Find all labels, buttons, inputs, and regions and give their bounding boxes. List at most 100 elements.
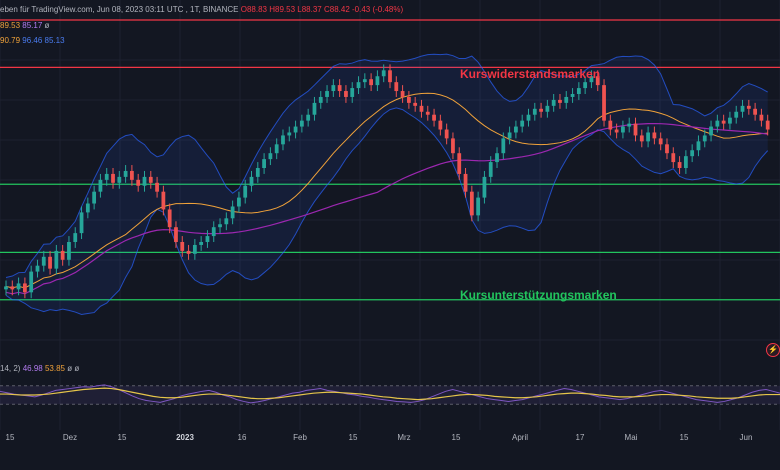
- candle-body: [104, 173, 109, 180]
- candle-body: [16, 283, 21, 290]
- candle-body: [652, 132, 657, 139]
- rsi-params: 14, 2): [0, 364, 21, 373]
- candle-body: [73, 233, 78, 242]
- candle-body: [10, 286, 15, 290]
- indicator-value: 90.79: [0, 36, 21, 45]
- candle-body: [356, 82, 361, 89]
- candle-body: [262, 159, 266, 168]
- candle-body: [388, 70, 392, 83]
- candle-body: [621, 126, 625, 133]
- candle-body: [41, 256, 46, 266]
- candle-body: [583, 82, 588, 89]
- candle-body: [759, 114, 764, 121]
- candle-body: [111, 173, 115, 183]
- candle-body: [406, 96, 411, 103]
- x-axis-tick: 15: [5, 433, 15, 442]
- candle-body: [205, 236, 210, 242]
- header-open: O88.83: [240, 5, 267, 14]
- x-axis-tick: Mai: [624, 433, 638, 442]
- candle-body: [237, 197, 241, 207]
- candle-body: [570, 94, 575, 97]
- candle-body: [299, 120, 304, 127]
- horizontal-levels: [0, 19, 780, 301]
- candle-body: [148, 176, 153, 183]
- candle-body: [444, 129, 449, 139]
- candle-body: [740, 105, 745, 112]
- rsi-header: 14, 2) 46.98 53.85 ø ø: [0, 364, 79, 373]
- candle-body: [211, 227, 216, 237]
- candle-body: [180, 242, 185, 251]
- candle-body: [306, 114, 311, 121]
- x-axis-tick: 16: [237, 433, 247, 442]
- candle-body: [325, 91, 329, 97]
- candle-body: [344, 91, 348, 97]
- candle-body: [539, 108, 543, 112]
- candle-body: [331, 85, 336, 92]
- candle-body: [507, 132, 512, 139]
- candle-body: [29, 271, 34, 293]
- x-axis-tick: 15: [348, 433, 358, 442]
- support-annotation: Kursunterstützungsmarken: [460, 288, 617, 302]
- candle-body: [419, 105, 424, 112]
- candle-body: [665, 144, 669, 154]
- candle-body: [400, 91, 405, 97]
- candle-body: [375, 76, 380, 86]
- candle-body: [186, 250, 191, 254]
- resistance-annotation: Kurswiderstandsmarken: [460, 67, 601, 81]
- candle-body: [362, 79, 367, 83]
- moving-averages: [5, 92, 768, 295]
- bolt-icon[interactable]: ⚡: [766, 343, 780, 357]
- candle-body: [702, 135, 707, 142]
- header-high: H89.53: [269, 5, 296, 14]
- candle-body: [646, 132, 650, 142]
- rsi-value: ø: [67, 364, 73, 373]
- candle-body: [526, 114, 531, 121]
- candle-body: [243, 185, 248, 198]
- candle-body: [734, 111, 739, 118]
- candle-body: [532, 108, 537, 115]
- candle-body: [545, 105, 550, 112]
- header-close: C88.42: [323, 5, 350, 14]
- candle-body: [54, 250, 59, 269]
- candle-body: [230, 206, 235, 219]
- candle-body: [79, 212, 84, 234]
- candle-body: [469, 191, 474, 216]
- candle-body: [155, 182, 159, 192]
- indicator-value: 85.13: [44, 36, 65, 45]
- candle-body: [438, 120, 443, 130]
- candle-body: [167, 209, 172, 228]
- candle-body: [174, 227, 178, 242]
- candle-body: [381, 70, 386, 77]
- x-axis-tick: Mrz: [397, 433, 411, 442]
- candle-body: [551, 99, 556, 106]
- candle-body: [123, 170, 128, 177]
- candle-body: [4, 286, 8, 290]
- candle-body: [709, 126, 713, 136]
- indicator-value: 89.53: [0, 21, 21, 30]
- x-axis-tick: Feb: [293, 433, 307, 442]
- candle-body: [35, 265, 40, 272]
- rsi-panel: [0, 384, 780, 405]
- candle-body: [614, 129, 619, 133]
- x-axis-tick: 2023: [176, 433, 194, 442]
- x-axis-tick: 15: [679, 433, 689, 442]
- candle-body: [318, 96, 323, 103]
- x-axis-tick: 15: [451, 433, 461, 442]
- candle-body: [715, 120, 720, 127]
- x-axis-tick: April: [511, 433, 529, 442]
- candle-body: [683, 156, 688, 168]
- candle-body: [199, 242, 204, 245]
- candle-body: [639, 135, 644, 142]
- candle-body: [463, 173, 468, 192]
- candle-body: [192, 244, 197, 254]
- candle-body: [425, 111, 430, 115]
- candle-body: [753, 108, 758, 115]
- candle-body: [746, 105, 751, 109]
- sma-orange: [5, 92, 768, 289]
- candle-body: [413, 102, 418, 106]
- candle-body: [48, 256, 52, 269]
- candle-body: [268, 153, 273, 160]
- candle-body: [255, 168, 260, 177]
- candle-body: [457, 153, 462, 174]
